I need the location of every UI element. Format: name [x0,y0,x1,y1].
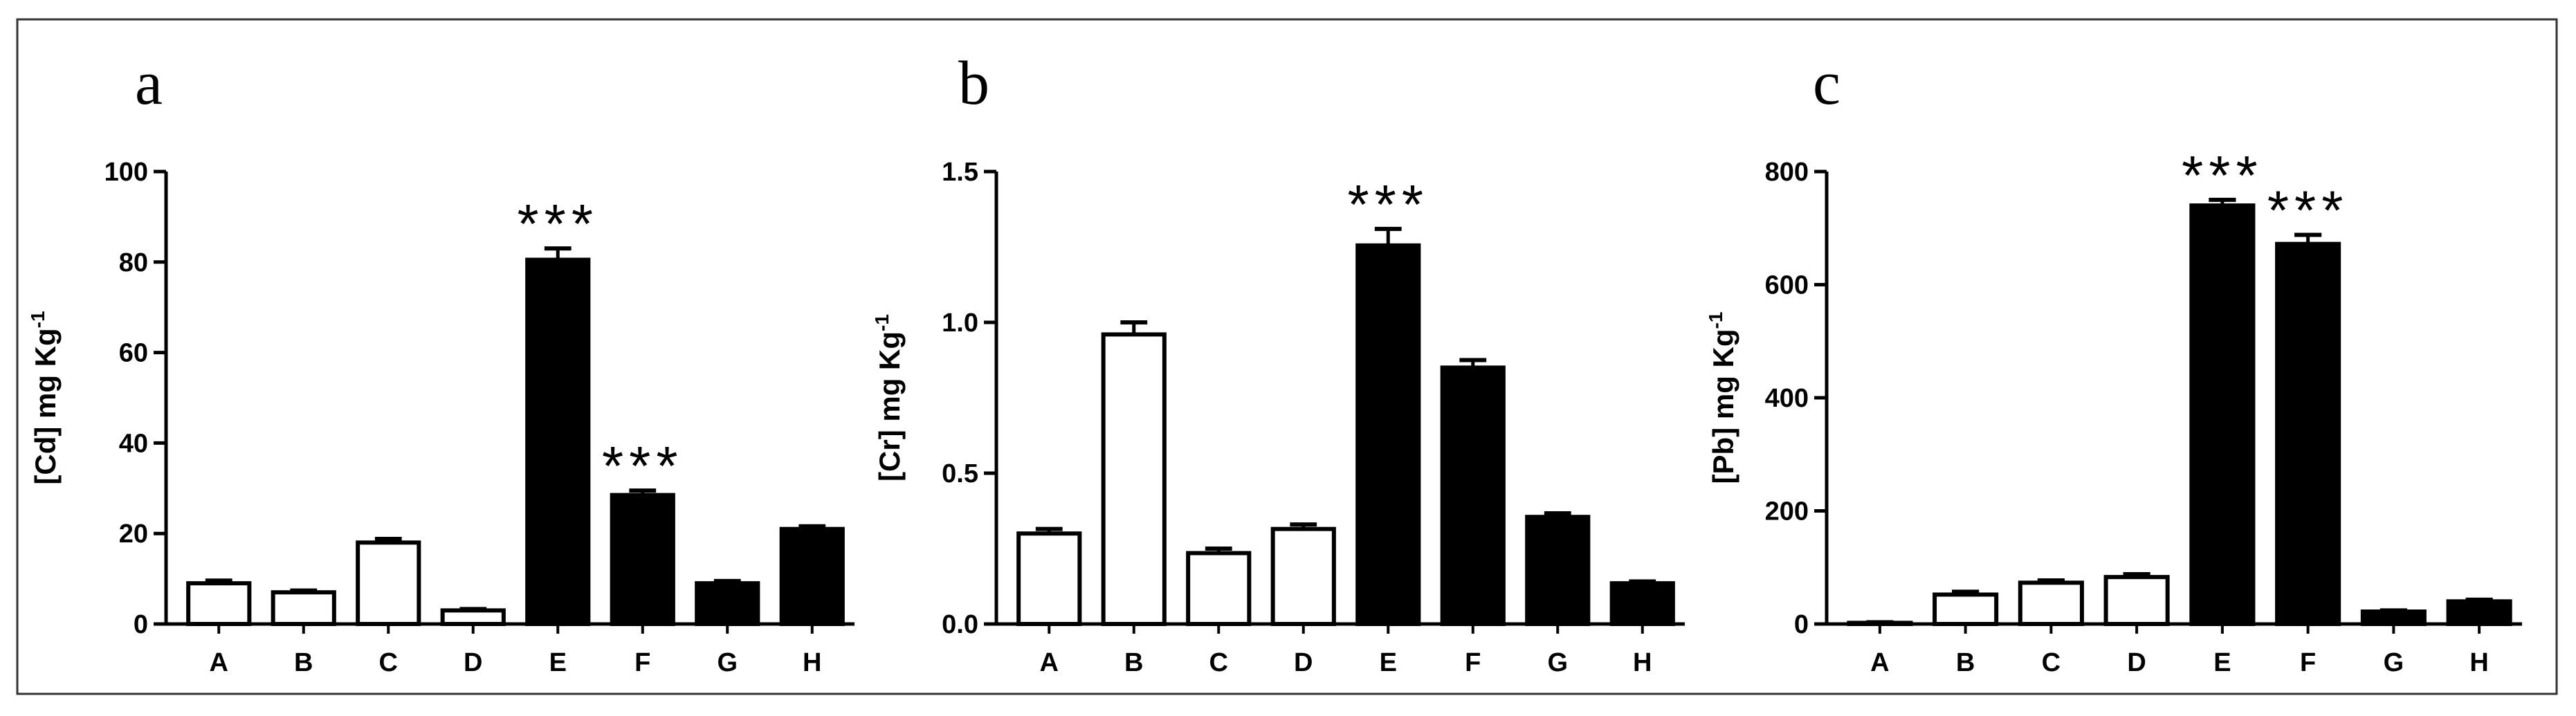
bar-F [610,493,675,626]
category-label: H [1633,648,1652,677]
category-label: G [1547,648,1568,677]
bar-E [2189,203,2256,626]
bar-C [2018,580,2084,627]
category-label: C [379,648,398,677]
bar-H [2446,599,2512,626]
bar-B [271,590,336,626]
chart-panel-b: b 0.0 0.5 1.0 1.5 [Cr] mg Kg-1 A B C D E F G H *** [871,49,1685,677]
category-label: A [1040,648,1059,677]
bar-F [1440,365,1506,627]
bar-B [1101,332,1167,626]
category-label: D [464,648,482,677]
y-axis-label-superscript: -1 [1705,312,1726,329]
bar-H [779,526,845,626]
significance-annotation: *** [1348,174,1429,235]
category-label: H [803,648,821,677]
y-axis-label-text: [Cr] mg Kg [873,331,906,481]
category-label: E [1380,648,1397,677]
bar-D [1270,526,1336,626]
bar-G [1525,515,1591,626]
y-tick-label: 400 [1765,384,1809,413]
category-label: E [549,648,567,677]
bar-F [2275,241,2341,626]
y-tick-label: 0 [1794,610,1809,639]
bar-A [1847,621,1913,626]
y-tick-label: 80 [119,248,148,277]
y-tick-label: 20 [119,520,148,549]
y-tick-label: 200 [1765,497,1809,526]
y-axis-label-text: [Pb] mg Kg [1707,329,1739,484]
y-tick-label: 600 [1765,271,1809,300]
panel-label: a [135,49,163,118]
y-axis-label: [Pb] mg Kg-1 [1705,312,1739,484]
y-tick-label: 0.0 [942,610,978,639]
y-tick-label: 800 [1765,158,1809,187]
y-axis-label: [Cr] mg Kg-1 [871,314,906,481]
panel-label: c [1813,49,1840,118]
bar-G [695,581,760,627]
bar-D [2103,575,2170,627]
y-axis-label-text: [Cd] mg Kg [29,328,62,484]
bar-E [1355,243,1421,626]
chart-panel-c: c 0 200 400 600 800 [Pb] mg Kg-1 A B C D E F G H ****** [1705,49,2522,677]
significance-annotation: *** [2267,180,2348,241]
y-axis-label: [Cd] mg Kg-1 [27,311,62,484]
bar-A [186,581,252,627]
category-label: G [2384,648,2404,677]
category-label: B [294,648,313,677]
category-label: A [1870,648,1889,677]
y-axis-label-superscript: -1 [871,314,893,331]
bar-G [2360,609,2427,627]
category-label: F [634,648,650,677]
bar-B [1933,592,1999,626]
category-label: A [210,648,228,677]
category-label: G [717,648,738,677]
category-label: C [2042,648,2061,677]
y-tick-label: 60 [119,339,148,368]
category-label: F [2300,648,2316,677]
category-label: H [2469,648,2488,677]
bar-D [440,608,506,627]
y-tick-label: 1.5 [942,158,978,187]
category-label: B [1124,648,1143,677]
significance-annotation: *** [518,193,599,255]
bar-C [356,540,421,627]
category-label: D [1294,648,1313,677]
category-label: B [1956,648,1975,677]
bar-H [1609,581,1675,627]
category-label: D [2127,648,2146,677]
y-tick-label: 0.5 [942,459,978,488]
bar-A [1016,531,1082,627]
category-label: E [2213,648,2231,677]
significance-annotation: *** [602,435,683,497]
y-axis-label-superscript: -1 [27,311,48,328]
panel-label: b [958,49,989,118]
y-tick-label: 0 [134,610,148,639]
category-label: C [1209,648,1228,677]
significance-annotation: *** [2182,145,2263,206]
category-label: F [1465,648,1481,677]
bar-E [525,257,591,626]
bar-C [1186,551,1252,626]
chart-panel-a: a 0 20 40 60 80 100 [Cd] mg Kg-1 A B C D E F G H *** *** [27,49,855,677]
y-tick-label: 40 [119,429,148,458]
y-tick-label: 100 [104,158,148,187]
y-tick-label: 1.0 [942,309,978,338]
